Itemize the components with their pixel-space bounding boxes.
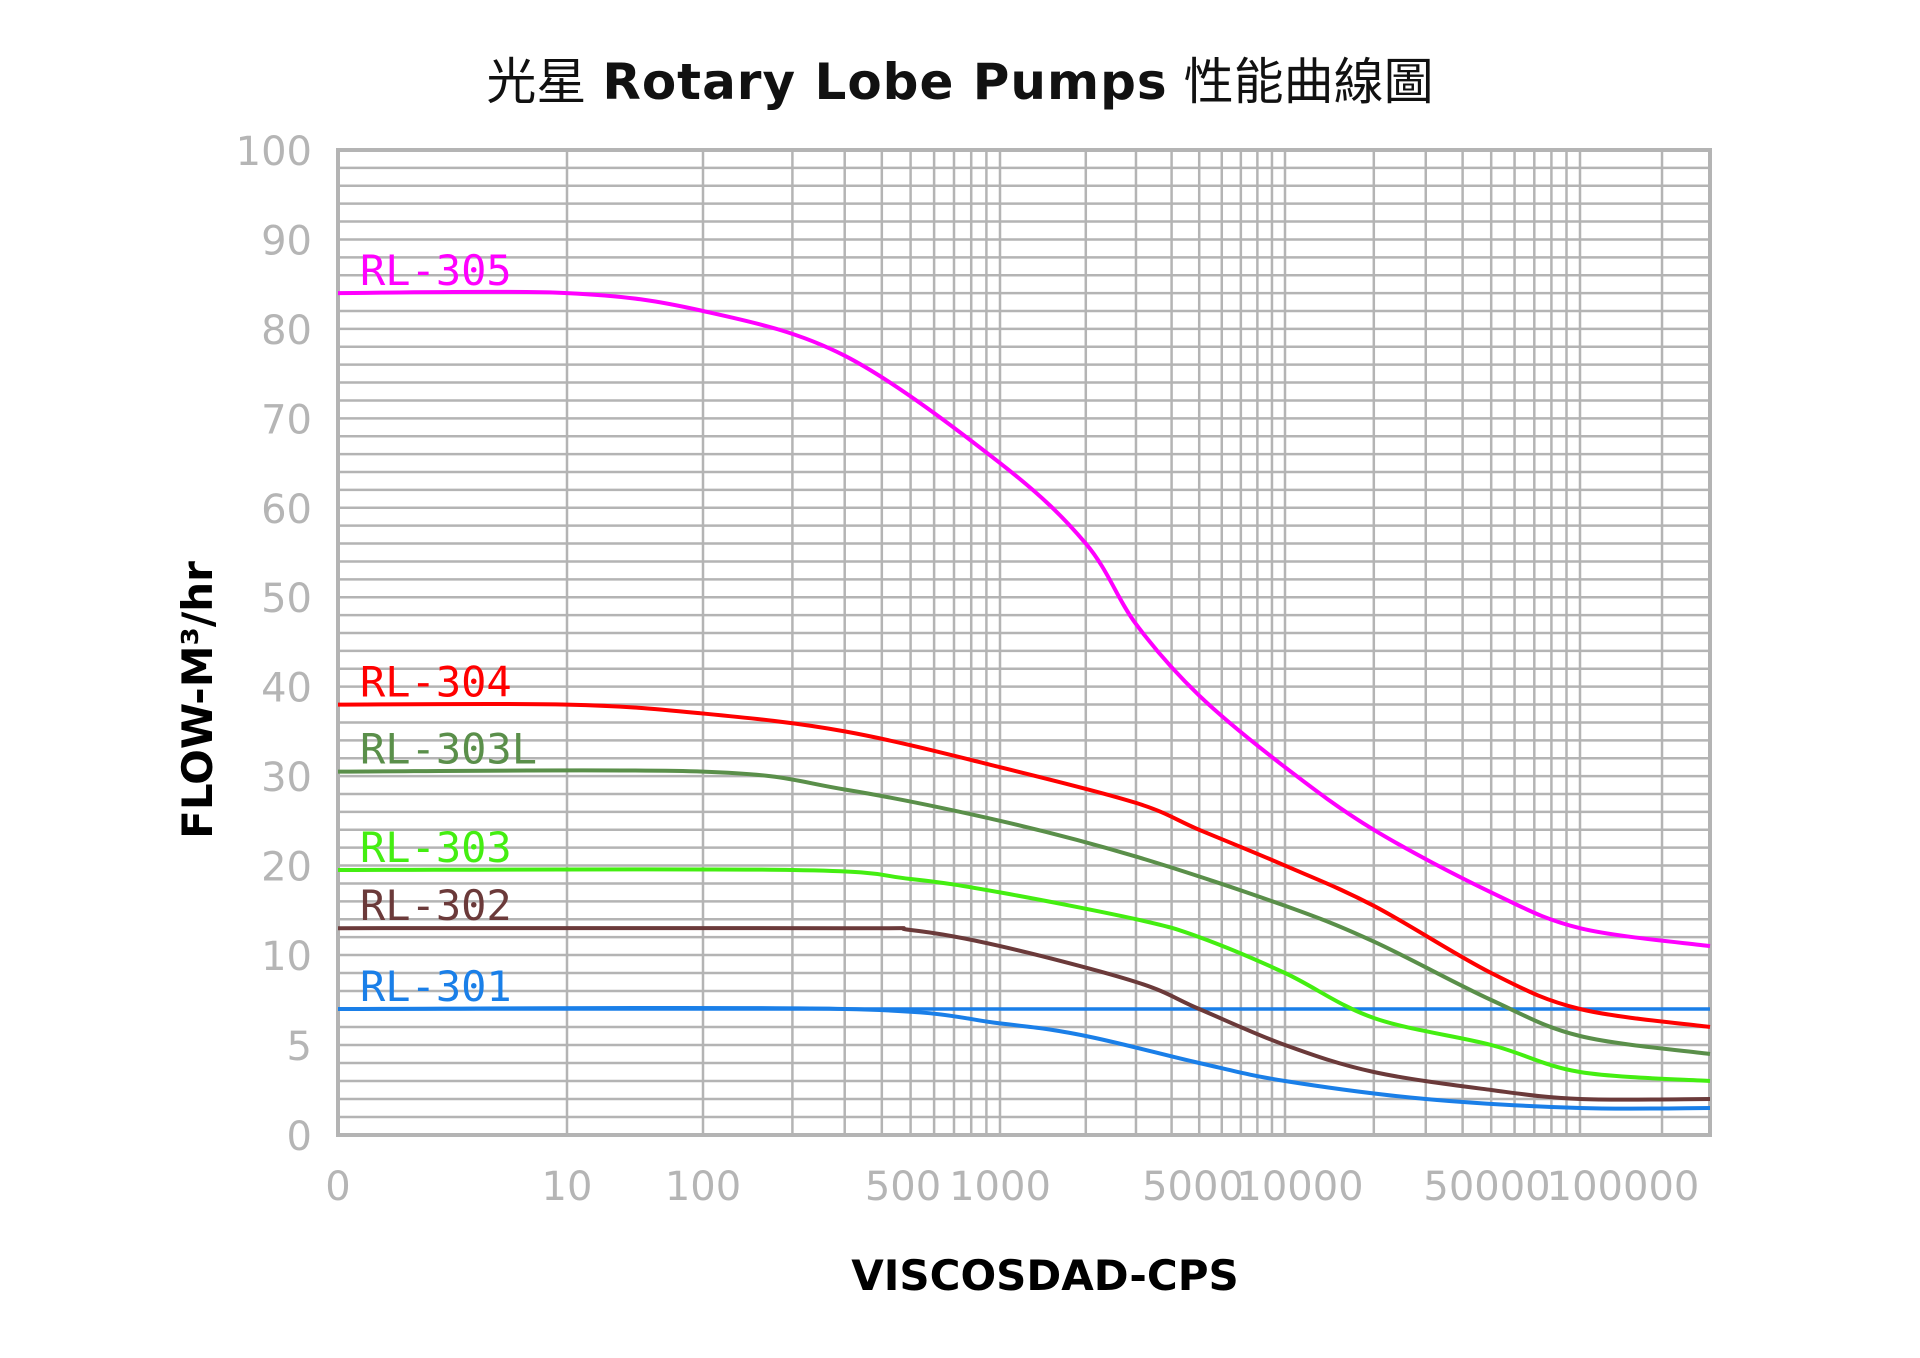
- y-tick-label: 10: [261, 934, 312, 980]
- y-axis-label: FLOW-M³/hr: [173, 561, 222, 839]
- x-tick-label: 50000: [1423, 1164, 1550, 1210]
- chart-title: 光星 Rotary Lobe Pumps 性能曲線圖: [0, 42, 1920, 114]
- series-line-rl-304: [337, 701, 1711, 1029]
- series-label-rl-302: RL-302: [360, 881, 512, 930]
- x-tick-label: 0: [325, 1164, 350, 1210]
- series-line-rl-302: [337, 926, 1711, 1102]
- x-tick-label: 10: [542, 1164, 593, 1210]
- plot-frame: [336, 148, 1712, 1137]
- y-tick-label: 70: [261, 397, 312, 443]
- y-tick-label: 60: [261, 487, 312, 533]
- x-axis-label: VISCOSDAD-CPS: [851, 1251, 1238, 1300]
- series-label-rl-303l: RL-303L: [360, 725, 537, 774]
- chart-title-zh-prefix: 光星: [486, 53, 587, 111]
- x-tick-label: 10000: [1236, 1164, 1363, 1210]
- chart-title-en: Rotary Lobe Pumps: [602, 53, 1168, 111]
- y-tick-label: 100: [236, 129, 312, 175]
- x-tick-label: 1000: [949, 1164, 1051, 1210]
- series-label-rl-301: RL-301: [360, 962, 512, 1011]
- y-tick-label: 5: [287, 1024, 312, 1070]
- y-tick-label: 20: [261, 845, 312, 891]
- y-tick-label: 80: [261, 308, 312, 354]
- series-label-rl-304: RL-304: [360, 658, 512, 707]
- y-tick-label: 40: [261, 666, 312, 712]
- series-labels: RL-305 RL-304 RL-303L RL-303 RL-302 RL-301: [360, 246, 537, 1011]
- y-tick-label: 30: [261, 755, 312, 801]
- grid: [336, 148, 1712, 1137]
- y-tick-label: 0: [287, 1114, 312, 1160]
- y-tick-label: 90: [261, 218, 312, 264]
- series-line-rl-303: [337, 867, 1711, 1083]
- series-label-rl-305: RL-305: [360, 246, 512, 295]
- series-line-rl-301: [337, 1005, 1711, 1111]
- series-lines: [337, 289, 1711, 1111]
- series-label-rl-303: RL-303: [360, 823, 512, 872]
- y-tick-label: 50: [261, 576, 312, 622]
- x-tick-label: 100: [665, 1164, 741, 1210]
- series-line-rl-303l: [337, 768, 1711, 1056]
- x-tick-label: 5000: [1142, 1164, 1244, 1210]
- chart-title-zh-suffix: 性能曲線圖: [1183, 53, 1434, 111]
- x-tick-label: 100000: [1547, 1164, 1700, 1210]
- series-line-rl-305: [337, 289, 1711, 949]
- x-tick-label: 500: [865, 1164, 941, 1210]
- y-axis-ticks: 0 5 10 20 30 40 50 60 70 80 90 100: [236, 129, 312, 1160]
